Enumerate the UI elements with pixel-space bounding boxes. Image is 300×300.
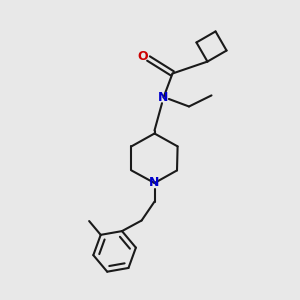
Text: N: N [149,176,160,190]
Text: N: N [158,91,169,104]
Text: O: O [138,50,148,63]
